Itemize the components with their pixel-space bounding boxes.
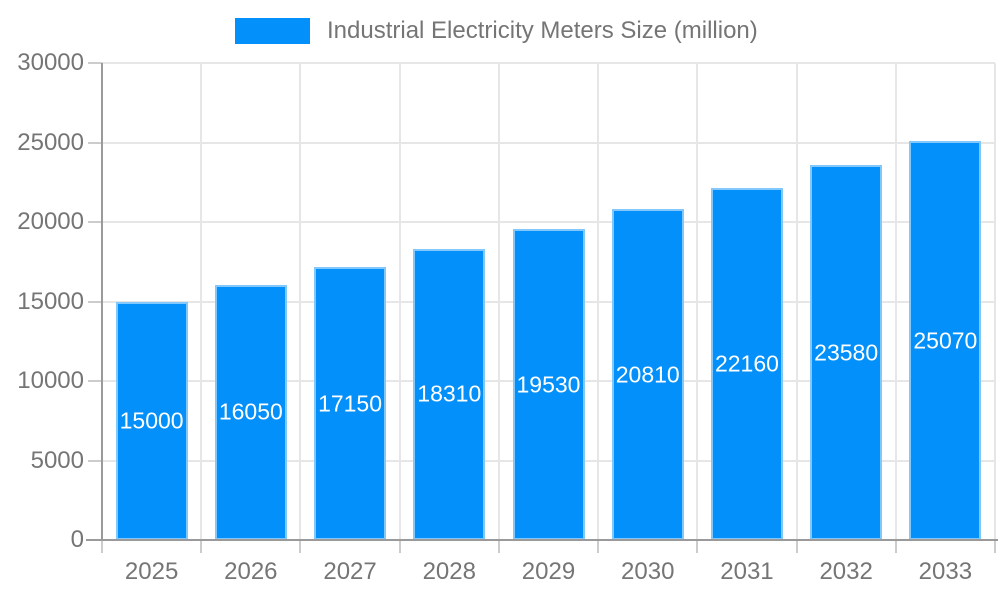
x-tick-label: 2026 <box>224 558 278 585</box>
x-tick-mark <box>497 540 500 553</box>
vertical-gridline <box>795 63 798 540</box>
bar-value-label: 17150 <box>318 390 383 417</box>
y-tick-mark <box>88 459 102 462</box>
legend-swatch <box>235 18 310 44</box>
bar <box>214 284 287 540</box>
y-tick-label: 10000 <box>17 367 84 394</box>
y-tick-mark <box>88 300 102 303</box>
vertical-gridline <box>696 63 699 540</box>
vertical-gridline <box>398 63 401 540</box>
x-tick-mark <box>597 540 600 553</box>
x-tick-mark <box>894 540 897 553</box>
vertical-gridline <box>299 63 302 540</box>
x-tick-mark <box>994 540 996 553</box>
bar <box>909 141 982 540</box>
y-tick-label: 5000 <box>30 446 84 474</box>
x-tick-mark <box>200 540 203 553</box>
x-tick-mark <box>795 540 798 553</box>
bar-value-label: 25070 <box>913 327 978 354</box>
vertical-gridline <box>200 63 203 540</box>
x-tick-label: 2031 <box>720 558 774 585</box>
bar <box>314 267 387 540</box>
y-tick-label: 30000 <box>17 49 84 76</box>
y-tick-mark <box>88 62 102 64</box>
bar <box>115 301 188 540</box>
y-axis-line <box>101 63 103 540</box>
x-tick-label: 2032 <box>819 558 873 585</box>
bar-value-label: 15000 <box>119 407 184 434</box>
horizontal-gridline <box>102 141 995 144</box>
legend-label: Industrial Electricity Meters Size (mill… <box>327 17 758 44</box>
bar-value-label: 18310 <box>417 380 482 407</box>
x-tick-label: 2029 <box>521 558 576 585</box>
vertical-gridline <box>497 63 500 540</box>
vertical-gridline <box>597 63 600 540</box>
legend: Industrial Electricity Meters Size (mill… <box>235 17 758 45</box>
y-tick-label: 25000 <box>17 128 84 156</box>
plot-area: 15000 16050 17150 18310 19530 20810 22160 23580… <box>102 62 996 540</box>
x-tick-mark <box>299 540 302 553</box>
bar-value-label: 19530 <box>516 371 581 398</box>
y-tick-mark <box>88 141 102 144</box>
x-tick-label: 2027 <box>323 558 377 585</box>
y-tick-label: 0 <box>70 526 84 553</box>
x-tick-mark <box>101 540 103 553</box>
x-tick-label: 2028 <box>422 558 476 585</box>
bar <box>710 187 783 540</box>
y-tick-mark <box>88 221 102 223</box>
horizontal-gridline <box>102 221 995 223</box>
vertical-gridline <box>894 63 897 540</box>
x-tick-label: 2033 <box>918 558 973 585</box>
y-tick-label: 15000 <box>17 287 84 315</box>
horizontal-gridline <box>102 62 995 64</box>
bar-value-label: 23580 <box>814 339 879 366</box>
bar-value-label: 20810 <box>615 361 680 388</box>
bar-value-label: 16050 <box>218 398 283 425</box>
bar <box>611 209 684 540</box>
x-axis-line <box>86 539 998 541</box>
x-tick-mark <box>696 540 699 553</box>
x-tick-label: 2025 <box>124 558 179 585</box>
x-tick-label: 2030 <box>621 558 675 585</box>
y-tick-label: 20000 <box>17 208 84 235</box>
bar <box>810 165 883 540</box>
bar <box>413 248 486 540</box>
bar <box>512 229 585 540</box>
vertical-gridline <box>994 63 996 540</box>
bar-value-label: 22160 <box>714 350 779 377</box>
y-tick-mark <box>88 380 102 382</box>
x-tick-mark <box>398 540 401 553</box>
